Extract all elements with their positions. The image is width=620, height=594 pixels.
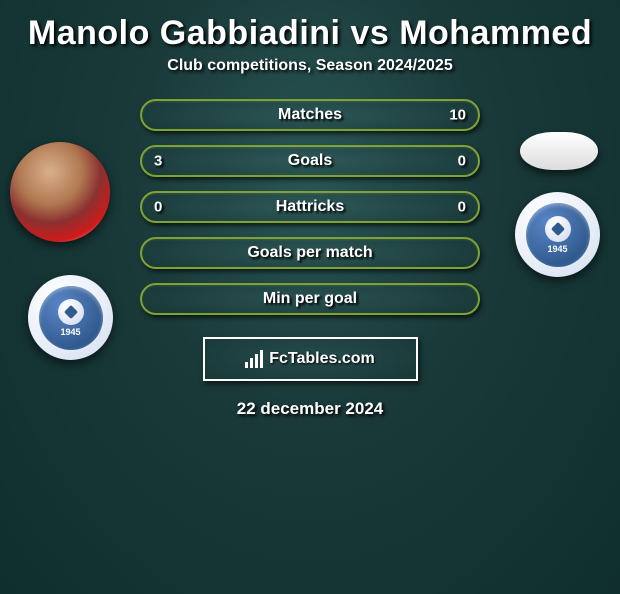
branding-box: FcTables.com (203, 337, 418, 381)
player-photo-left (10, 142, 110, 242)
page-title: Manolo Gabbiadini vs Mohammed (0, 14, 620, 53)
stat-row: 0 Hattricks 0 (140, 191, 480, 223)
badge-year: 1945 (547, 244, 567, 254)
stat-label: Goals (288, 152, 332, 170)
stat-left-value: 0 (154, 199, 162, 216)
stat-right-value: 0 (458, 199, 466, 216)
bars-icon (245, 350, 263, 368)
stat-right-value: 0 (458, 153, 466, 170)
page-subtitle: Club competitions, Season 2024/2025 (0, 57, 620, 75)
stat-label: Min per goal (263, 290, 357, 308)
player-photo-right (520, 132, 598, 170)
stats-container: Matches 10 3 Goals 0 0 Hattricks 0 Goals… (140, 99, 480, 315)
stat-row: 3 Goals 0 (140, 145, 480, 177)
ball-icon (545, 216, 571, 242)
stat-row: Min per goal (140, 283, 480, 315)
stat-right-value: 10 (449, 107, 466, 124)
stat-label: Matches (278, 106, 342, 124)
club-badge-right: 1945 (515, 192, 600, 277)
stat-row: Goals per match (140, 237, 480, 269)
branding-text: FcTables.com (269, 350, 375, 368)
stat-left-value: 3 (154, 153, 162, 170)
stat-label: Hattricks (276, 198, 344, 216)
stat-row: Matches 10 (140, 99, 480, 131)
stat-label: Goals per match (247, 244, 372, 262)
badge-year: 1945 (60, 327, 80, 337)
ball-icon (58, 299, 84, 325)
date-text: 22 december 2024 (0, 399, 620, 419)
club-badge-left: 1945 (28, 275, 113, 360)
